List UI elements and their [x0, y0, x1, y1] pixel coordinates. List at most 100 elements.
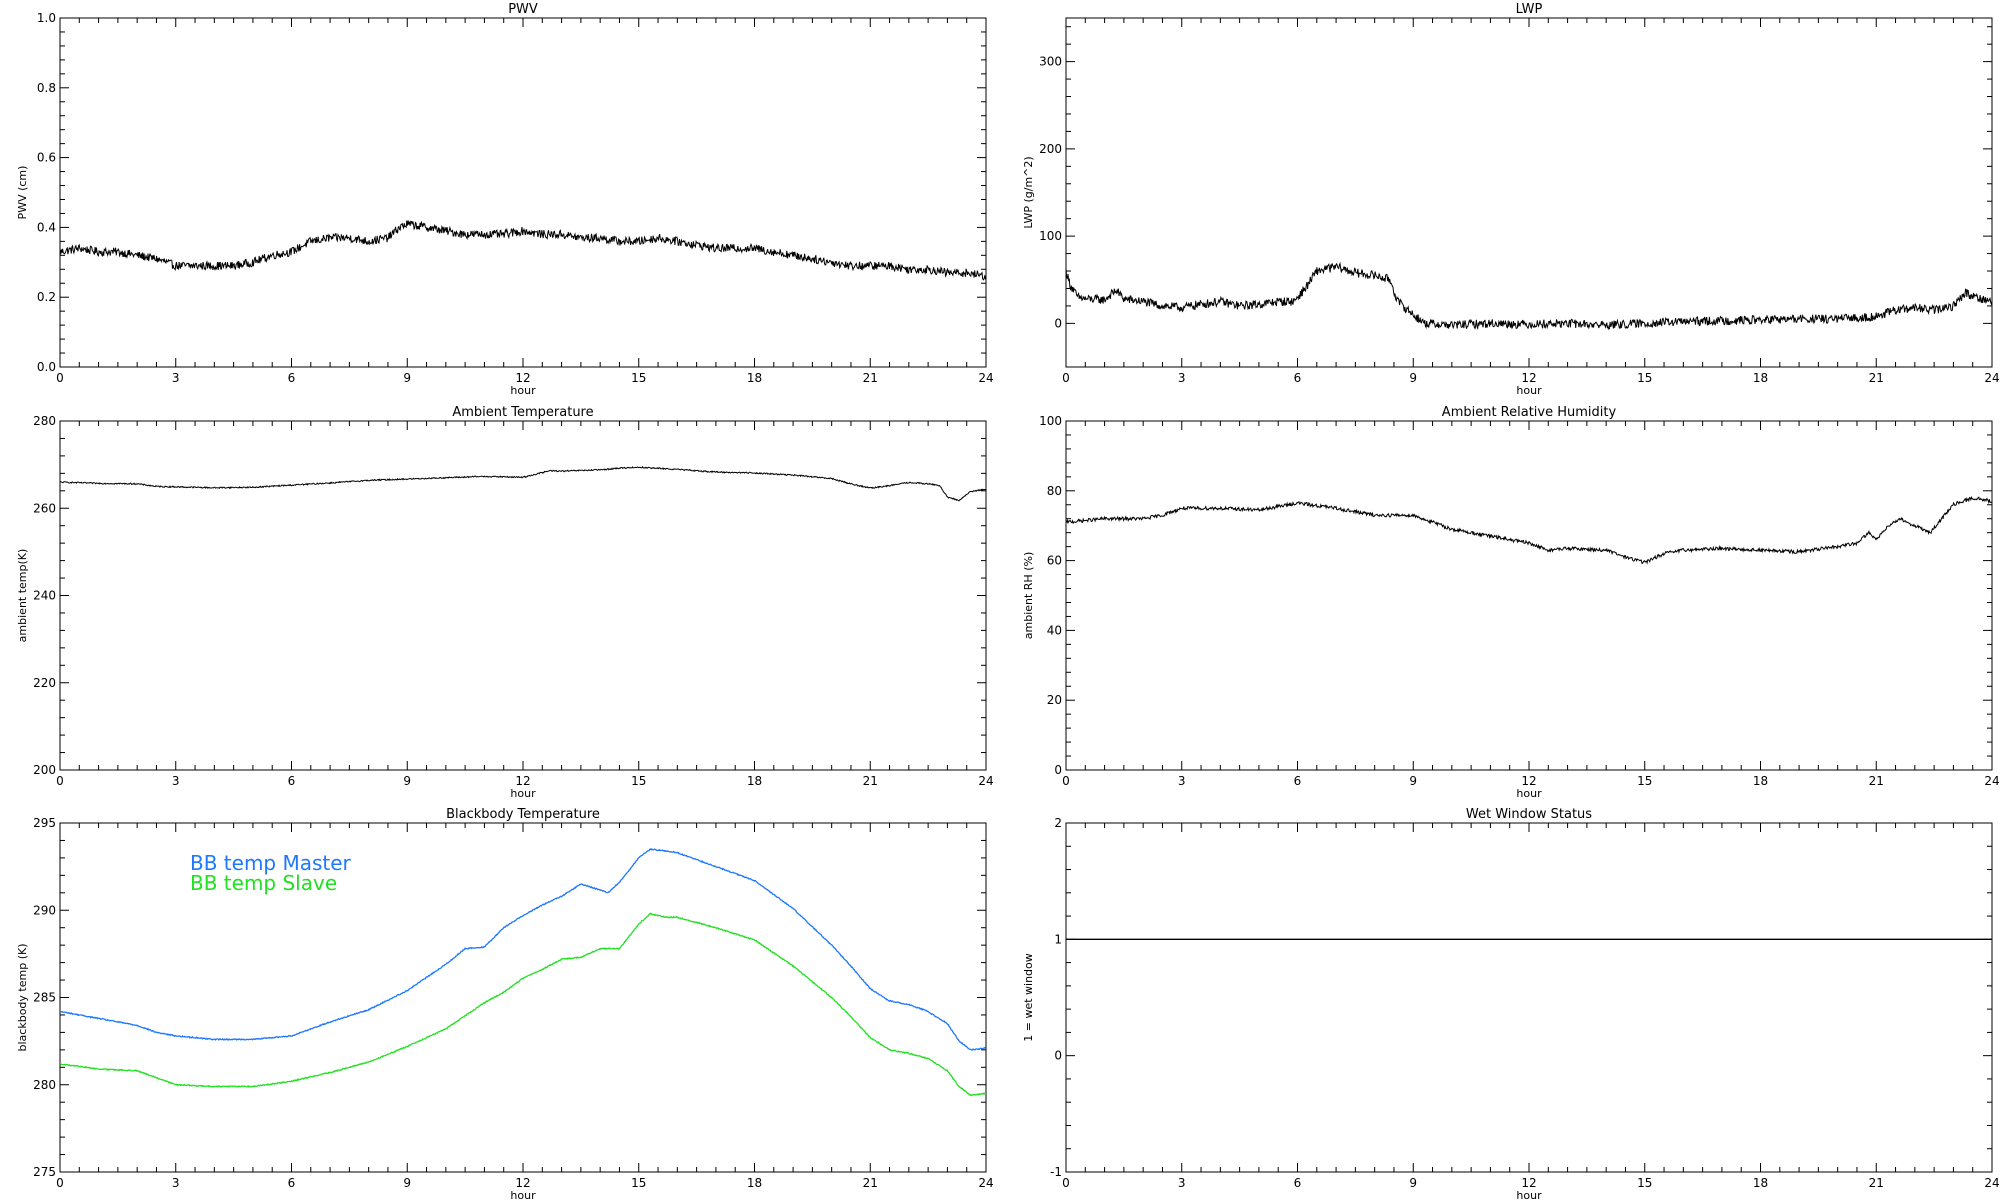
- x-tick-label: 18: [747, 1176, 762, 1190]
- y-tick-label: 0.4: [37, 220, 56, 234]
- x-tick-label: 9: [1409, 774, 1417, 788]
- x-tick-label: 24: [978, 371, 993, 385]
- x-tick-label: 21: [1869, 774, 1884, 788]
- x-tick-label: 18: [1753, 1176, 1768, 1190]
- y-axis-label: ambient temp(K): [16, 549, 29, 643]
- plot-title: Wet Window Status: [1466, 807, 1592, 822]
- x-tick-label: 6: [1294, 371, 1302, 385]
- series-line-rh-0: [1066, 495, 1992, 565]
- y-tick-label: 280: [33, 1078, 56, 1092]
- y-tick-label: 285: [33, 991, 56, 1005]
- plot-title: Blackbody Temperature: [446, 807, 600, 822]
- legend-entry: BB temp Slave: [190, 871, 337, 895]
- plot-title: Ambient Relative Humidity: [1442, 405, 1617, 420]
- plot-panel-bb: Blackbody Temperature 0 3 6 9 12 15 18 21 24 hour 2…: [16, 807, 994, 1200]
- x-axis-label: hour: [1516, 787, 1542, 800]
- plot-frame: [1065, 822, 1993, 1173]
- x-tick-label: 24: [1984, 371, 1999, 385]
- y-axis-label: ambient RH (%): [1022, 552, 1035, 640]
- x-tick-label: 24: [978, 774, 993, 788]
- x-tick-label: 3: [172, 1176, 180, 1190]
- x-tick-label: 0: [1062, 774, 1070, 788]
- y-axis-label: 1 = wet window: [1022, 953, 1035, 1042]
- y-tick-label: 260: [33, 501, 56, 515]
- x-tick-label: 0: [1062, 371, 1070, 385]
- y-tick-label: 20: [1047, 693, 1062, 707]
- y-tick-label: 220: [33, 676, 56, 690]
- y-tick-label: 60: [1047, 554, 1062, 568]
- x-tick-label: 18: [1753, 371, 1768, 385]
- y-tick-label: 0.0: [37, 360, 56, 374]
- y-tick-label: -1: [1050, 1165, 1062, 1179]
- plot-frame: [59, 17, 987, 368]
- y-tick-label: 300: [1039, 55, 1062, 69]
- x-tick-label: 12: [515, 774, 530, 788]
- x-axis-label: hour: [1516, 384, 1542, 397]
- legend-entry: BB temp Master: [190, 851, 352, 875]
- x-tick-label: 9: [403, 371, 411, 385]
- x-tick-label: 12: [515, 371, 530, 385]
- x-tick-label: 0: [56, 371, 64, 385]
- x-tick-label: 21: [863, 774, 878, 788]
- y-tick-label: 295: [33, 816, 56, 830]
- x-tick-label: 3: [1178, 371, 1186, 385]
- x-tick-label: 3: [172, 371, 180, 385]
- plot-panel-lwp: LWP 0 3 6 9 12 15 18 21 24 hour 0 100 200 300 LWP (g/m^…: [1022, 2, 2000, 397]
- plot-panel-temp: Ambient Temperature 0 3 6 9 12 15 18 21 24 hour 200…: [16, 405, 994, 800]
- x-tick-label: 3: [172, 774, 180, 788]
- x-tick-label: 6: [1294, 774, 1302, 788]
- x-tick-label: 15: [1637, 774, 1652, 788]
- x-tick-label: 21: [1869, 1176, 1884, 1190]
- plot-title: LWP: [1516, 2, 1543, 17]
- x-axis-label: hour: [1516, 1189, 1542, 1200]
- x-tick-label: 24: [1984, 774, 1999, 788]
- x-tick-label: 24: [978, 1176, 993, 1190]
- y-tick-label: 290: [33, 903, 56, 917]
- x-tick-label: 0: [1062, 1176, 1070, 1190]
- x-tick-label: 18: [747, 371, 762, 385]
- x-tick-label: 12: [1521, 1176, 1536, 1190]
- x-axis-label: hour: [510, 384, 536, 397]
- x-tick-label: 6: [288, 774, 296, 788]
- x-tick-label: 21: [863, 371, 878, 385]
- x-tick-label: 15: [1637, 1176, 1652, 1190]
- x-tick-label: 18: [747, 774, 762, 788]
- x-tick-label: 6: [288, 1176, 296, 1190]
- y-tick-label: 280: [33, 414, 56, 428]
- x-tick-label: 12: [1521, 774, 1536, 788]
- y-axis-label: LWP (g/m^2): [1022, 156, 1035, 228]
- plot-frame: [1065, 420, 1993, 771]
- plot-frame: [59, 420, 987, 771]
- x-tick-label: 6: [288, 371, 296, 385]
- x-tick-label: 21: [863, 1176, 878, 1190]
- x-tick-label: 0: [56, 1176, 64, 1190]
- plot-panel-rh: Ambient Relative Humidity 0 3 6 9 12 15 18 21 24 h…: [1022, 405, 2000, 800]
- series-line-pwv-0: [60, 220, 986, 281]
- plot-panel-pwv: PWV 0 3 6 9 12 15 18 21 24 hour 0.0 0.2 0.4 0.6 0.8 1.0 P…: [16, 2, 994, 397]
- series-line-temp-0: [60, 465, 986, 502]
- x-tick-label: 21: [1869, 371, 1884, 385]
- y-tick-label: 80: [1047, 484, 1062, 498]
- x-tick-label: 6: [1294, 1176, 1302, 1190]
- y-tick-label: 200: [1039, 142, 1062, 156]
- x-tick-label: 0: [56, 774, 64, 788]
- x-tick-label: 24: [1984, 1176, 1999, 1190]
- y-tick-label: 275: [33, 1165, 56, 1179]
- x-tick-label: 9: [403, 1176, 411, 1190]
- x-tick-label: 3: [1178, 774, 1186, 788]
- y-axis-label: blackbody temp (K): [16, 944, 29, 1052]
- y-tick-label: 0.6: [37, 151, 56, 165]
- plot-title: Ambient Temperature: [452, 405, 593, 420]
- x-tick-label: 12: [515, 1176, 530, 1190]
- plot-frame: [1065, 17, 1993, 368]
- x-tick-label: 18: [1753, 774, 1768, 788]
- y-tick-label: 0: [1054, 316, 1062, 330]
- y-tick-label: 100: [1039, 414, 1062, 428]
- y-tick-label: 0: [1054, 763, 1062, 777]
- plot-title: PWV: [508, 2, 538, 17]
- y-axis-label: PWV (cm): [16, 166, 29, 220]
- x-tick-label: 15: [631, 1176, 646, 1190]
- y-tick-label: 1.0: [37, 11, 56, 25]
